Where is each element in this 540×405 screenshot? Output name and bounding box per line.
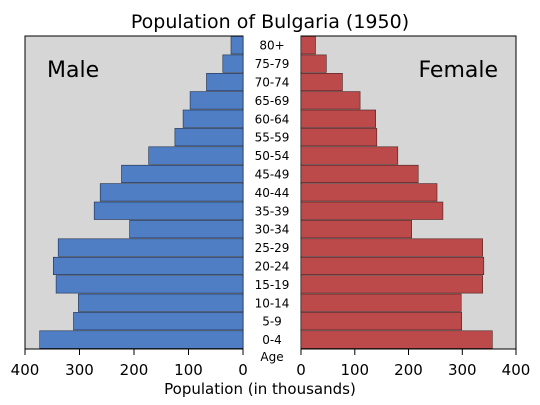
- x-tick-label: 400: [11, 361, 40, 379]
- age-label: 15-19: [255, 278, 290, 292]
- male-bar: [189, 91, 244, 110]
- female-bar: [300, 330, 493, 349]
- male-bar: [57, 238, 244, 257]
- x-tick-label: 0: [296, 361, 306, 379]
- male-bar: [148, 146, 244, 165]
- age-label: 80+: [259, 39, 284, 53]
- male-bar: [93, 201, 244, 220]
- age-label: 5-9: [262, 315, 282, 329]
- age-label: 50-54: [255, 149, 290, 163]
- age-label: 30-34: [255, 223, 290, 237]
- female-bar: [300, 128, 378, 147]
- age-label: 25-29: [255, 241, 290, 255]
- x-tick-label: 300: [65, 361, 94, 379]
- age-label: 55-59: [255, 131, 290, 145]
- female-panel: Female: [300, 35, 517, 350]
- x-tick-label: 100: [340, 361, 369, 379]
- female-bar: [300, 109, 376, 128]
- male-panel: Male: [24, 35, 244, 350]
- age-label: 45-49: [255, 168, 290, 182]
- female-bar: [300, 183, 438, 202]
- male-bar: [222, 54, 244, 73]
- age-label: 0-4: [262, 333, 282, 347]
- male-bar: [52, 256, 244, 276]
- age-label: 20-24: [255, 260, 290, 274]
- female-bar: [300, 36, 316, 55]
- age-label: 70-74: [255, 76, 290, 90]
- female-bar: [300, 54, 327, 73]
- male-label: Male: [47, 58, 99, 83]
- male-bar: [55, 275, 244, 294]
- female-bar: [300, 146, 399, 165]
- female-bar: [300, 91, 361, 110]
- age-axis-label: Age: [260, 350, 283, 364]
- x-tick-label: 200: [120, 361, 149, 379]
- x-tick-label: 200: [394, 361, 423, 379]
- female-bars: [300, 36, 493, 349]
- male-bar: [99, 183, 244, 202]
- male-bar: [121, 164, 244, 183]
- x-tick-label: 300: [448, 361, 477, 379]
- male-bar: [174, 128, 244, 147]
- female-label: Female: [418, 58, 498, 83]
- female-bar: [300, 275, 483, 294]
- male-bars: [39, 36, 244, 349]
- age-category-labels: 80+ 75-79 70-74 65-69 60-64 55-59 50-54 45-49 40…: [255, 39, 290, 347]
- age-label: 10-14: [255, 296, 290, 310]
- female-bar: [300, 293, 462, 312]
- x-tick-label: 0: [238, 361, 248, 379]
- female-bar: [300, 256, 485, 276]
- age-label: 60-64: [255, 112, 290, 126]
- male-bar: [206, 73, 244, 92]
- female-bar: [300, 201, 444, 220]
- x-tick-label: 100: [174, 361, 203, 379]
- x-axis-ticks: 400 300 200 100 0 0 100 200 300 400: [11, 349, 531, 379]
- female-bar: [300, 164, 419, 183]
- x-axis-label: Population (in thousands): [164, 380, 356, 398]
- age-label: 40-44: [255, 186, 290, 200]
- male-bar: [182, 109, 244, 128]
- male-bar: [78, 293, 244, 312]
- chart-title: Population of Bulgaria (1950): [131, 11, 409, 33]
- female-bar: [300, 238, 483, 257]
- male-bar: [73, 312, 244, 331]
- female-bar: [300, 220, 412, 239]
- x-tick-label: 400: [502, 361, 531, 379]
- age-label: 35-39: [255, 204, 290, 218]
- female-bar: [300, 73, 343, 92]
- age-label: 65-69: [255, 94, 290, 108]
- age-label: 75-79: [255, 57, 290, 71]
- male-bar: [129, 220, 244, 239]
- male-bar: [230, 36, 244, 55]
- male-bar: [39, 330, 244, 349]
- female-bar: [300, 312, 462, 331]
